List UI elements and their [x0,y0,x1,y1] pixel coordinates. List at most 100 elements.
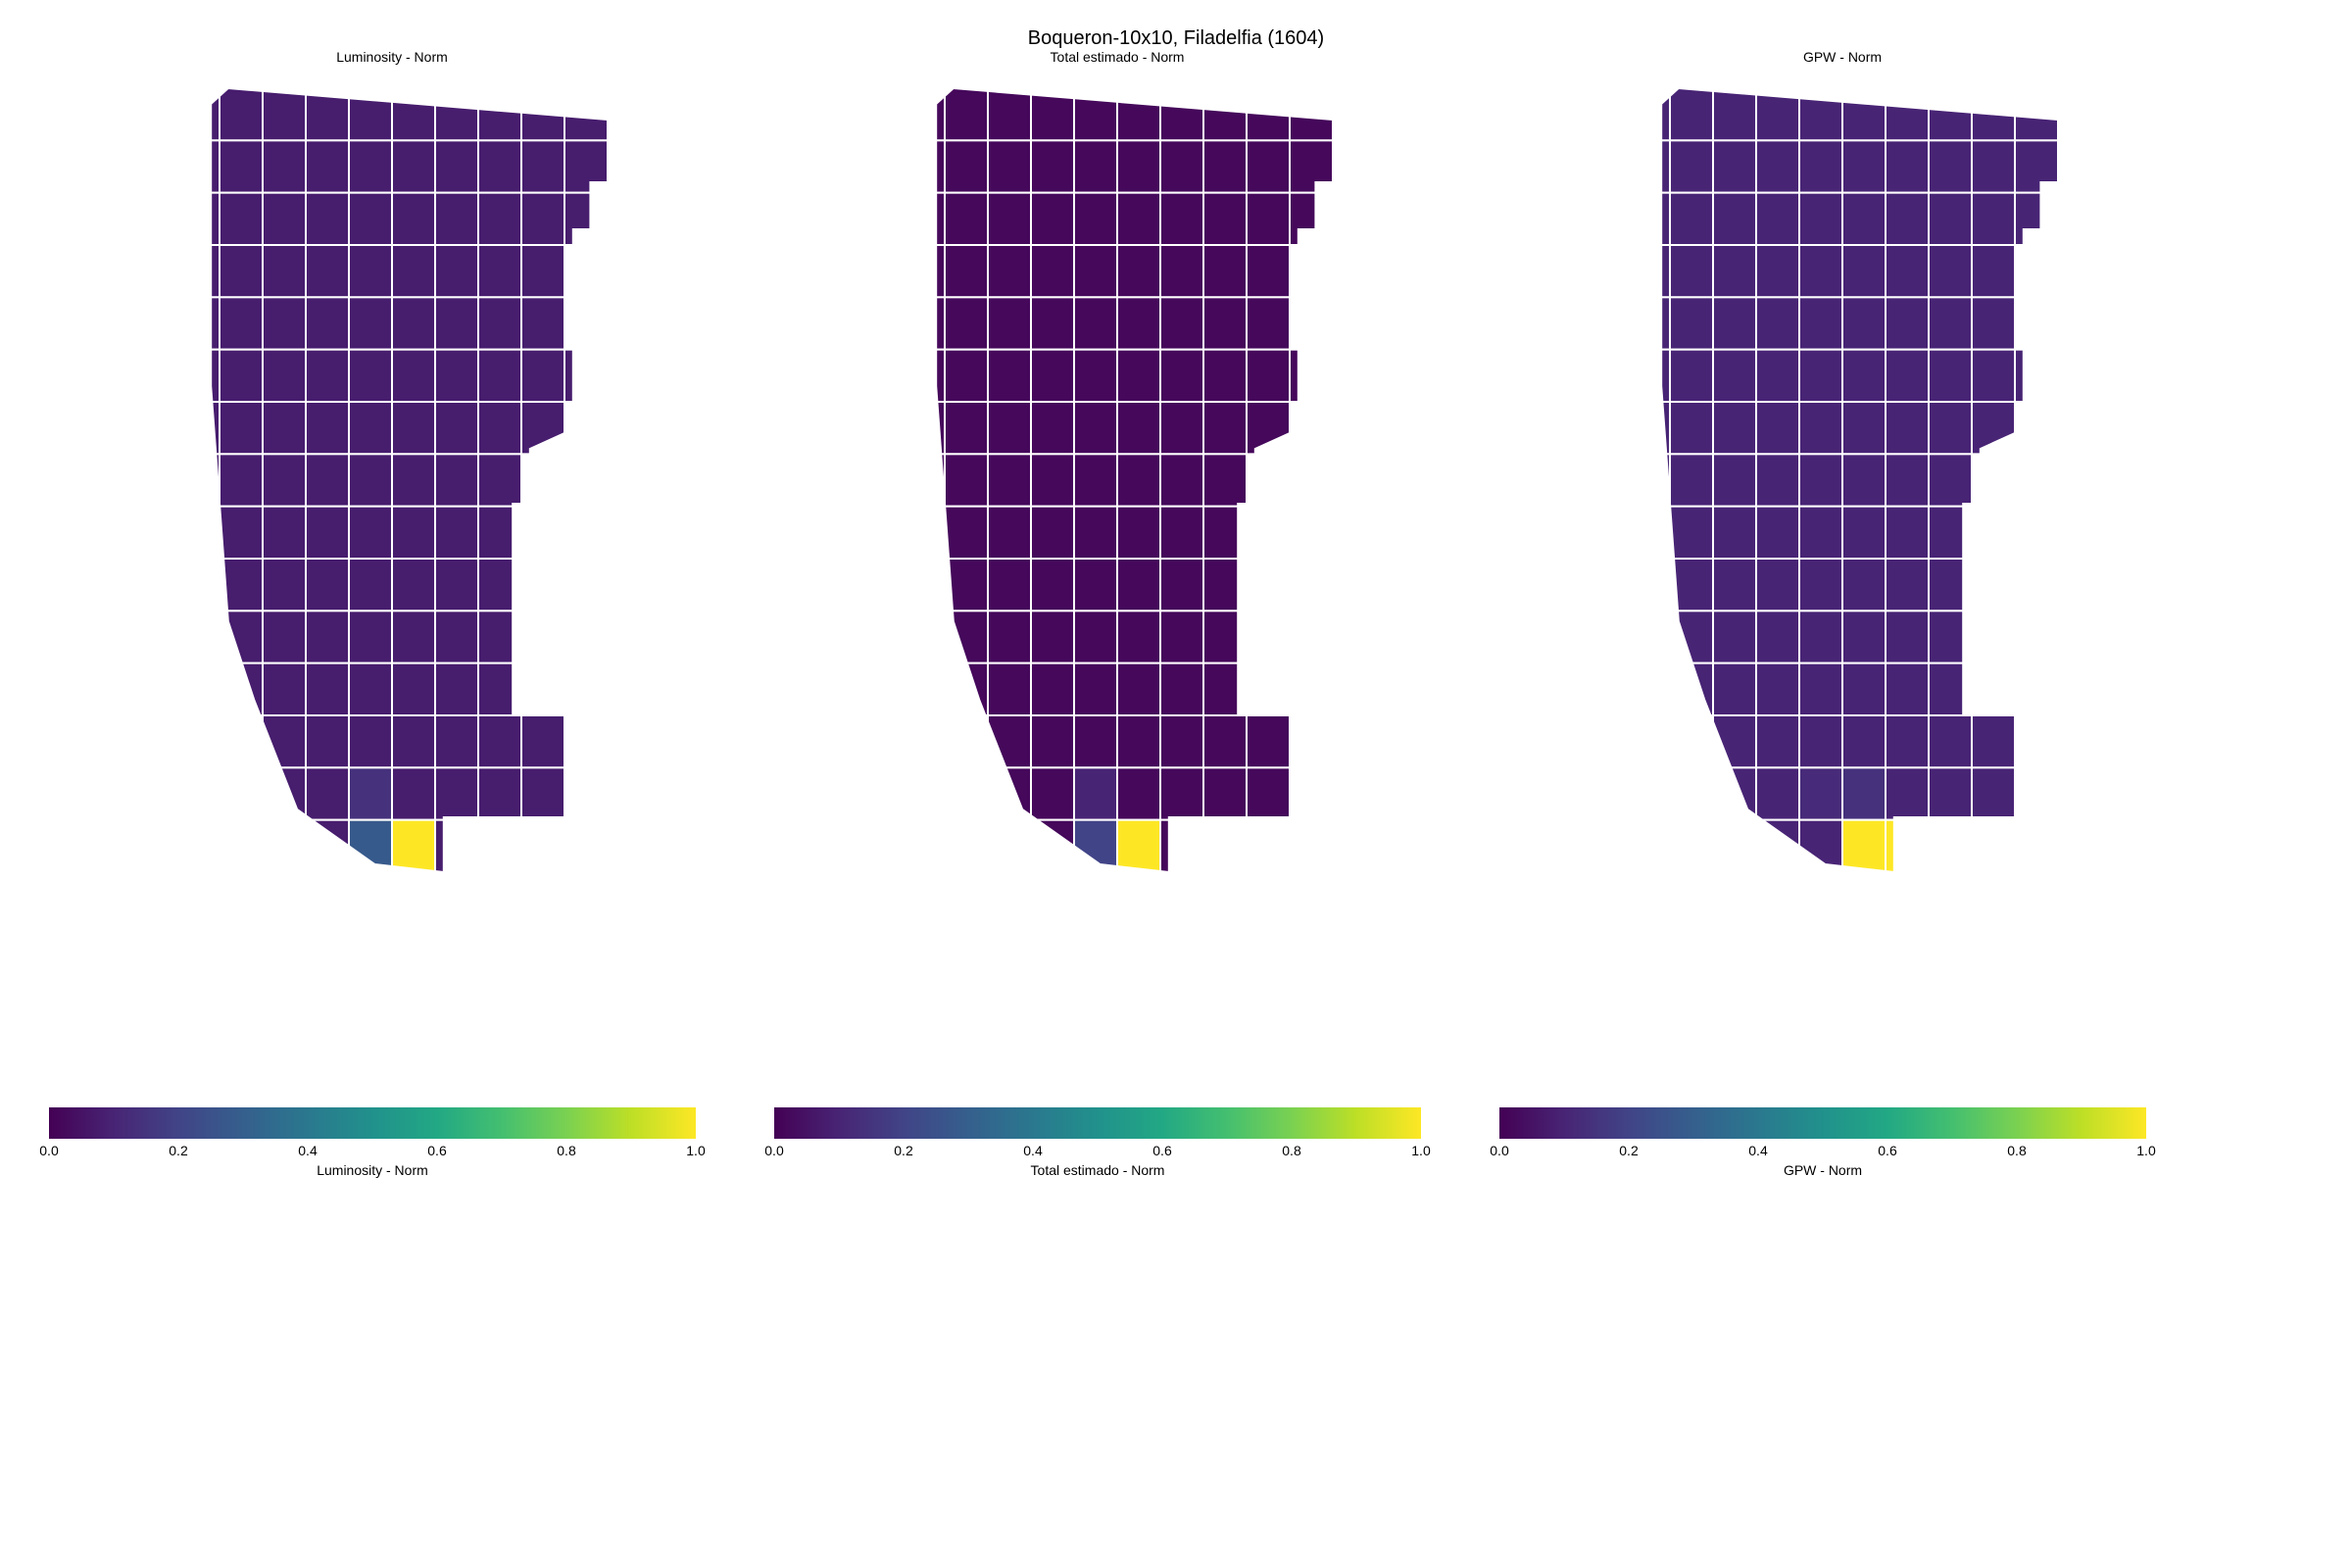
grid-cell [1670,507,1713,559]
grid-cell [435,454,478,506]
grid-cell [349,402,392,454]
grid-cell [1756,193,1799,245]
grid-cell [945,297,988,349]
grid-cell [988,297,1031,349]
grid-cell [2015,193,2058,245]
grid-cell [1799,820,1842,872]
grid-cell [435,350,478,402]
grid-cell [435,402,478,454]
grid-cell [1799,663,1842,715]
grid-cell [392,767,435,819]
grid-cell [176,559,220,611]
grid-cell [1886,88,1929,140]
grid-cell [1074,663,1117,715]
grid-cell [1972,297,2015,349]
colorbar-ticks: 0.00.20.40.60.81.0 [1499,1143,2146,1160]
grid-cell [478,611,521,662]
grid-cell [1929,715,1972,767]
grid-cell [349,297,392,349]
grid-cell [1670,193,1713,245]
grid-cell [220,507,263,559]
grid-cell [1713,88,1756,140]
grid-cell [1031,611,1074,662]
grid-cell [1203,350,1247,402]
grid-cell [263,402,306,454]
grid-cell [1842,559,1886,611]
grid-cell [1117,140,1160,192]
panel-title: Luminosity - Norm [29,49,755,65]
grid-cell [1713,402,1756,454]
grid-cell [1160,193,1203,245]
grid-cell [1074,245,1117,297]
grid-cell [1290,193,1333,245]
grid-cell [945,193,988,245]
grid-cell [945,715,988,767]
grid-cell [988,611,1031,662]
grid-cell [2015,350,2058,402]
grid-cell [1074,88,1117,140]
grid-cell [263,193,306,245]
grid-cell [1670,245,1713,297]
grid-cell [1203,88,1247,140]
grid-cell [1886,454,1929,506]
grid-cell [1074,559,1117,611]
grid-cell [1117,715,1160,767]
grid-cell [1074,402,1117,454]
grid-cell [1247,715,1290,767]
colorbar-tick: 0.8 [1282,1143,1300,1158]
grid-cell [1203,715,1247,767]
grid-cell [1756,140,1799,192]
grid-cell [1670,454,1713,506]
grid-cell [1756,767,1799,819]
grid-cell [1713,715,1756,767]
grid-cell [1203,402,1247,454]
colorbar-label: Luminosity - Norm [49,1162,696,1178]
grid-cell [306,767,349,819]
grid-cell [478,454,521,506]
grid-cell [220,140,263,192]
colorbar-label: GPW - Norm [1499,1162,2146,1178]
grid-cell [478,297,521,349]
grid-cell [902,507,945,559]
grid-cell [1756,820,1799,872]
grid-cell [902,559,945,611]
grid-cell [1074,350,1117,402]
grid-cell [1117,611,1160,662]
grid-cell [1117,820,1160,872]
grid-cell [349,245,392,297]
grid-cell [1756,245,1799,297]
grid-cell [1160,402,1203,454]
grid-cell [1203,193,1247,245]
colorbar-tick: 0.8 [2007,1143,2026,1158]
grid-cell [1627,88,1670,140]
grid-cell [263,88,306,140]
grid-cell [945,140,988,192]
grid-cell [945,507,988,559]
grid-cell [564,350,608,402]
grid-cell [1799,559,1842,611]
grid-cell [1160,297,1203,349]
grid-cell [1117,559,1160,611]
grid-cell [988,663,1031,715]
grid-cell [988,140,1031,192]
grid-cell [349,611,392,662]
grid-cell [1929,663,1972,715]
grid-cell [1031,507,1074,559]
grid-cell [1074,454,1117,506]
grid-cell [521,767,564,819]
grid-cell [1842,454,1886,506]
grid-cell [435,297,478,349]
grid-cell [1756,611,1799,662]
grid-cell [1160,611,1203,662]
colorbar-tick: 1.0 [1411,1143,1430,1158]
grid-cell [1627,507,1670,559]
grid-cell [306,454,349,506]
grid-cell [435,559,478,611]
grid-cell [435,193,478,245]
grid-cell [988,88,1031,140]
grid-cell [1842,402,1886,454]
colorbar: 0.00.20.40.60.81.0 GPW - Norm [1499,1107,2146,1178]
grid-cell [1713,454,1756,506]
colorbar-tick: 0.4 [1023,1143,1042,1158]
grid-cell [1929,140,1972,192]
